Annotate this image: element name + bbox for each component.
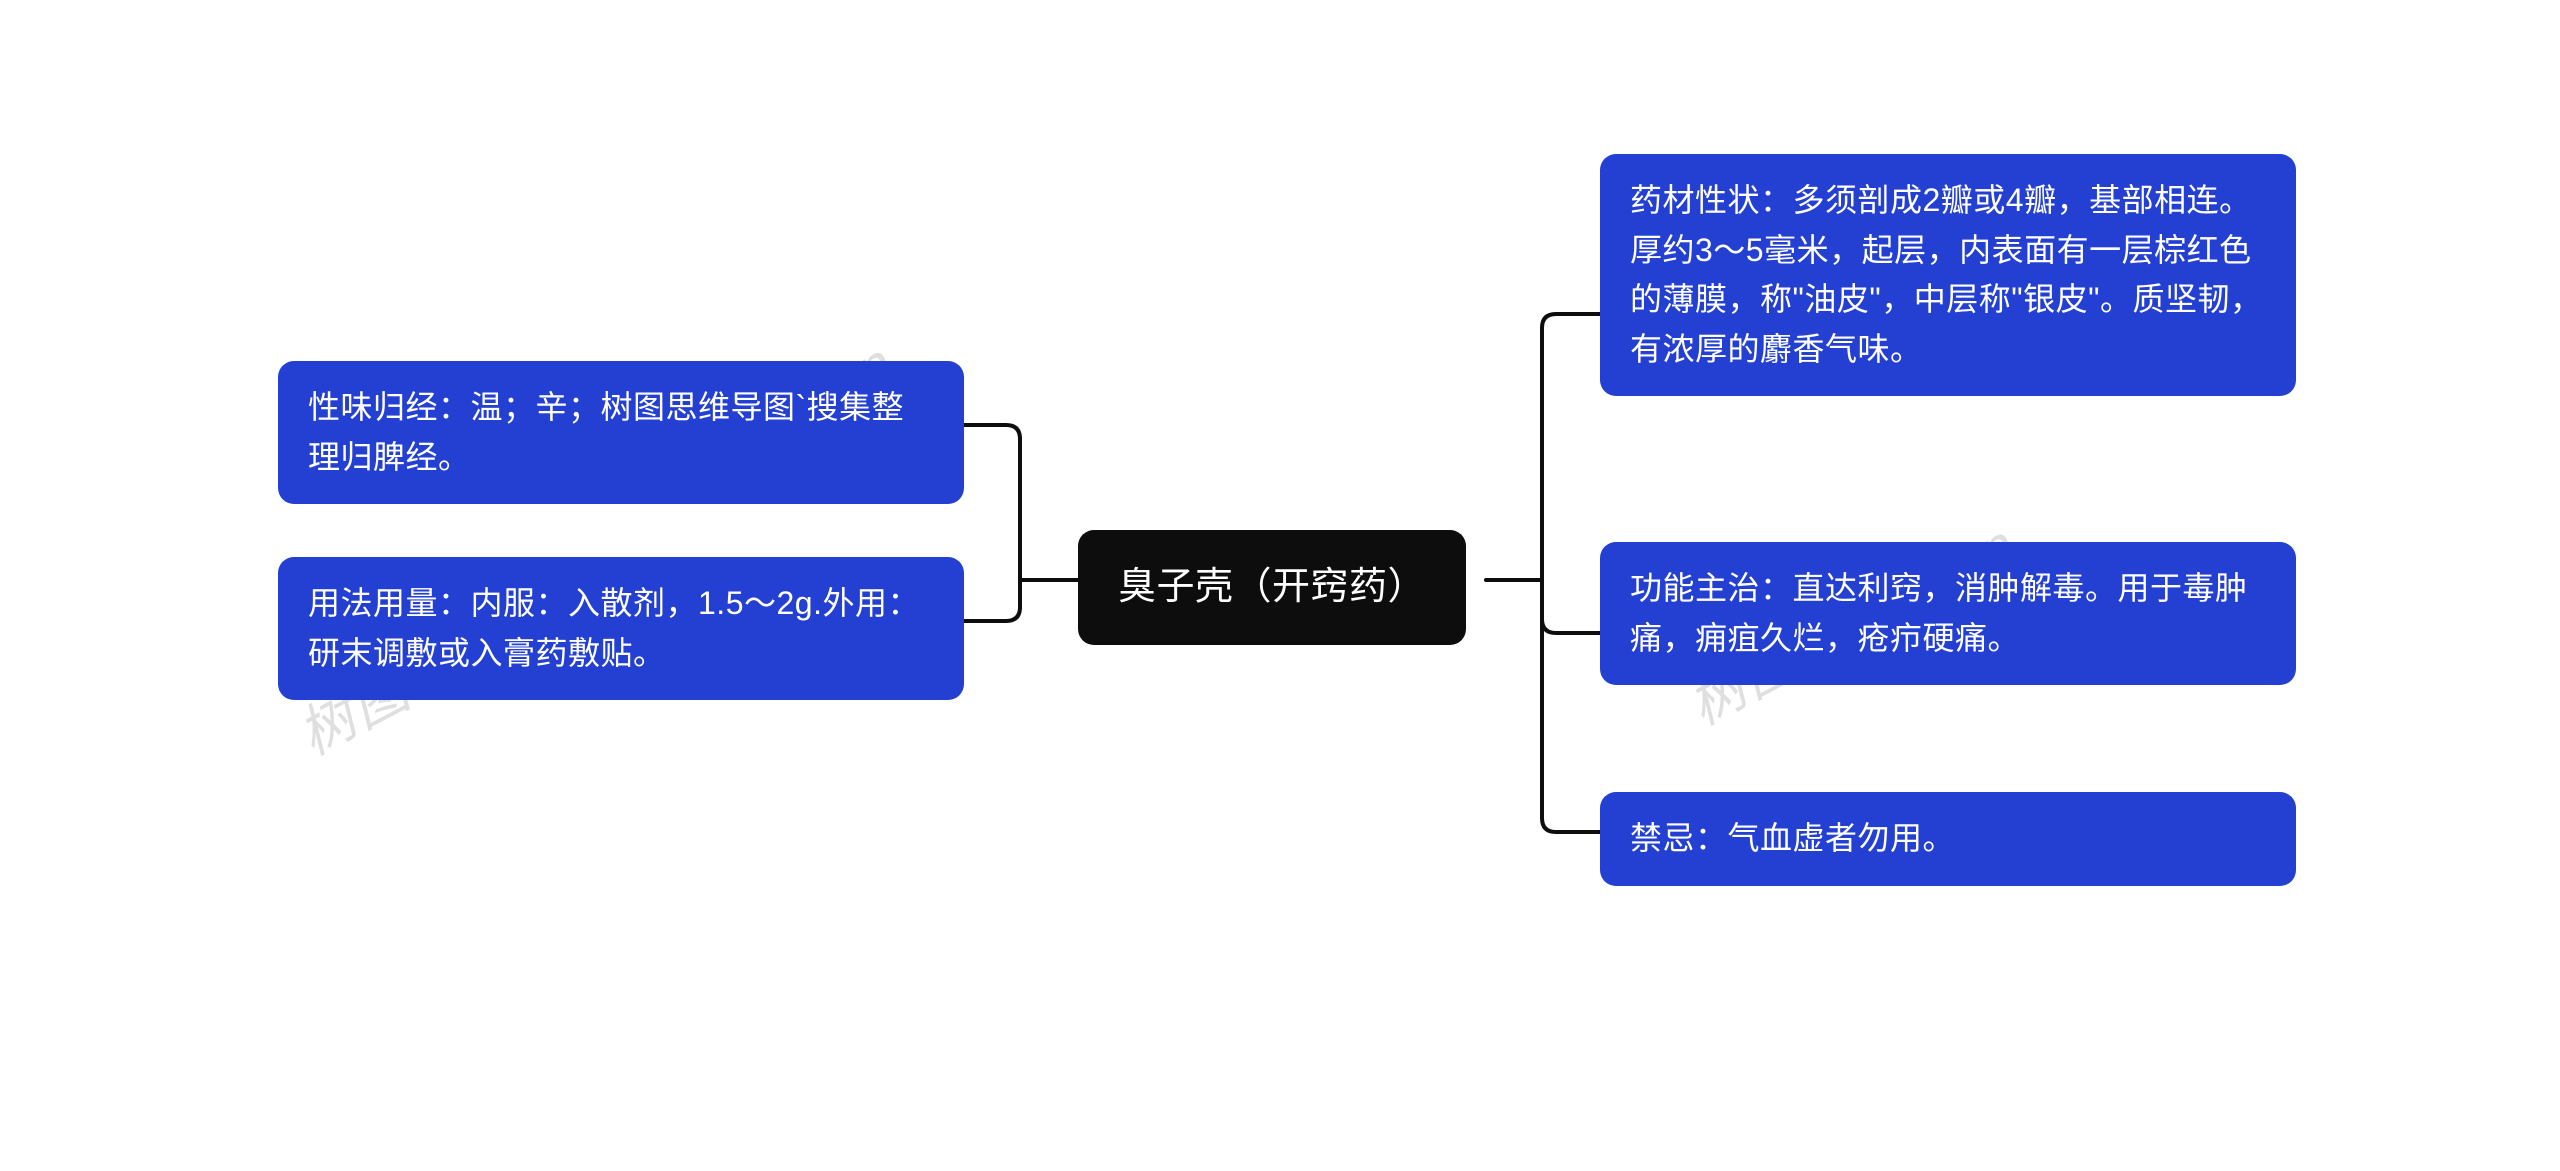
right-node-2: 禁忌：气血虚者勿用。 — [1600, 792, 2296, 886]
node-text: 药材性状：多须剖成2瓣或4瓣，基部相连。厚约3～5毫米，起层，内表面有一层棕红色… — [1630, 182, 2262, 367]
left-node-0: 性味归经：温；辛；树图思维导图`搜集整理归脾经。 — [278, 361, 964, 504]
node-text: 禁忌：气血虚者勿用。 — [1630, 820, 1955, 856]
right-node-1: 功能主治：直达利窍，消肿解毒。用于毒肿痛，痈疽久烂，疮疖硬痛。 — [1600, 542, 2296, 685]
center-node: 臭子壳（开窍药） — [1078, 530, 1466, 645]
node-text: 性味归经：温；辛；树图思维导图`搜集整理归脾经。 — [308, 389, 904, 475]
node-text: 功能主治：直达利窍，消肿解毒。用于毒肿痛，痈疽久烂，疮疖硬痛。 — [1630, 570, 2248, 656]
center-node-text: 臭子壳（开窍药） — [1118, 566, 1426, 608]
right-node-0: 药材性状：多须剖成2瓣或4瓣，基部相连。厚约3～5毫米，起层，内表面有一层棕红色… — [1600, 154, 2296, 396]
node-text: 用法用量：内服：入散剂，1.5～2g.外用：研末调敷或入膏药敷贴。 — [308, 585, 920, 671]
left-node-1: 用法用量：内服：入散剂，1.5～2g.外用：研末调敷或入膏药敷贴。 — [278, 557, 964, 700]
